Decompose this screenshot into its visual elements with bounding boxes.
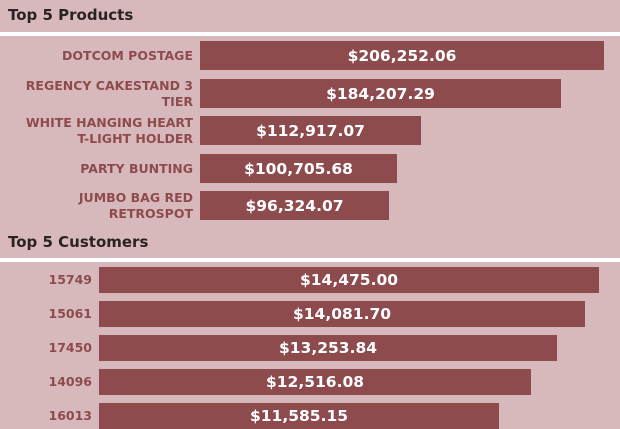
product-bar: [200, 79, 561, 108]
product-label-line: JUMBO BAG RED RETROSPOT: [78, 189, 193, 221]
customer-value-label: $13,253.84: [278, 339, 378, 357]
customer-label-line: 16013: [48, 408, 93, 423]
product-bar: [200, 154, 397, 183]
product-label-line: DOTCOM POSTAGE: [62, 47, 193, 63]
customer-value-label: $12,516.08: [265, 373, 365, 391]
products-divider: [0, 32, 620, 36]
customer-label: 15749: [0, 267, 93, 293]
customer-bar: [99, 267, 599, 293]
product-value-label: $100,705.68: [244, 159, 353, 178]
product-label-line: T-LIGHT HOLDER: [77, 130, 193, 146]
customer-value-label: $14,475.00: [299, 271, 399, 289]
product-value-label: $112,917.07: [256, 121, 365, 140]
product-value-label: $184,207.29: [326, 84, 435, 103]
product-label-line: WHITE HANGING HEART: [25, 114, 193, 130]
product-label: WHITE HANGING HEART T-LIGHT HOLDER: [0, 114, 193, 146]
customer-bar: [99, 335, 557, 361]
customer-value-label: $11,585.15: [249, 407, 349, 425]
customer-bar: [99, 301, 585, 327]
product-label: REGENCY CAKESTAND 3 TIER: [0, 77, 193, 109]
customer-bar: [99, 369, 531, 395]
product-label-line: PARTY BUNTING: [80, 160, 193, 176]
customer-label: 16013: [0, 403, 93, 429]
customers-divider: [0, 258, 620, 262]
customer-label-line: 15061: [48, 306, 93, 321]
product-label: PARTY BUNTING: [0, 154, 193, 183]
customer-label-line: 17450: [48, 340, 93, 355]
product-bar: [200, 191, 389, 220]
product-value-label: $96,324.07: [245, 196, 344, 215]
product-value-label: $206,252.06: [347, 46, 457, 65]
customer-label: 14096: [0, 369, 93, 395]
product-bar: [200, 41, 604, 70]
customer-value-label: $14,081.70: [292, 305, 392, 323]
product-bar: [200, 116, 421, 145]
product-label-line: REGENCY CAKESTAND 3 TIER: [25, 77, 193, 109]
product-label: JUMBO BAG RED RETROSPOT: [0, 189, 193, 221]
customer-label-line: 14096: [48, 374, 93, 389]
customer-label-line: 15749: [48, 272, 93, 287]
customer-label: 17450: [0, 335, 93, 361]
customers-title: Top 5 Customers: [8, 233, 149, 251]
product-label: DOTCOM POSTAGE: [0, 41, 193, 70]
customer-label: 15061: [0, 301, 93, 327]
products-title: Top 5 Products: [8, 6, 134, 24]
